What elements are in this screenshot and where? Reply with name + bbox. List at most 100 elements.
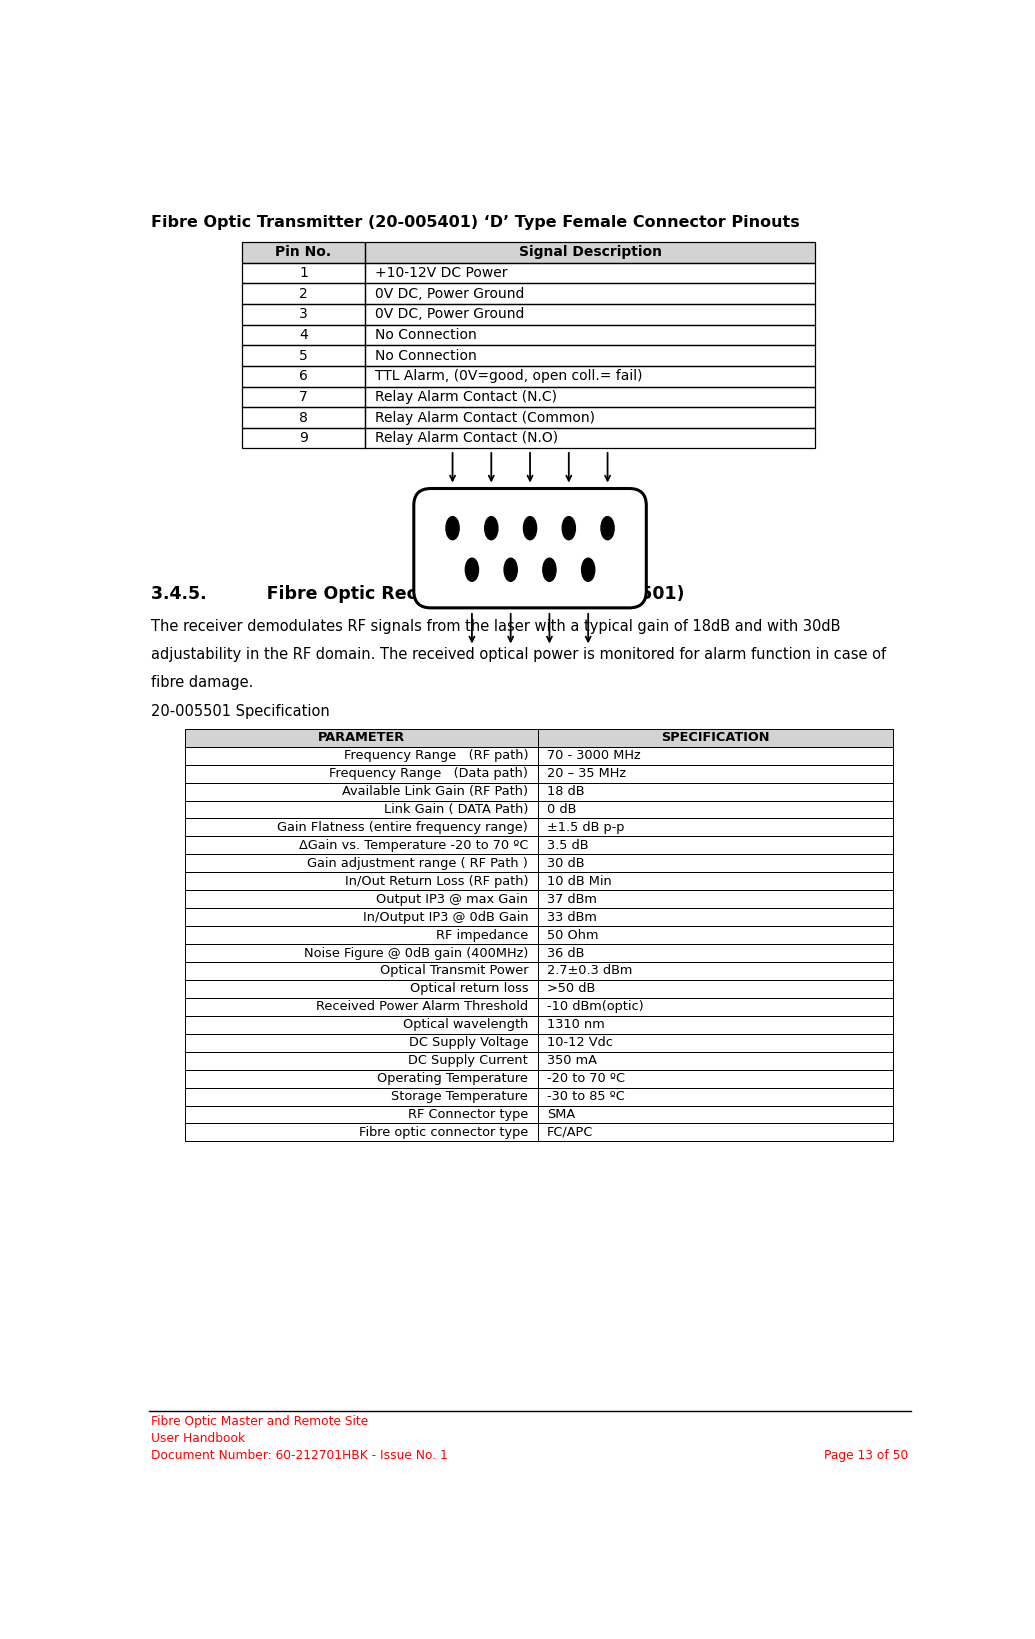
Text: In/Output IP3 @ 0dB Gain: In/Output IP3 @ 0dB Gain — [362, 911, 528, 924]
Text: Storage Temperature: Storage Temperature — [391, 1090, 528, 1103]
Bar — [185, 1034, 537, 1052]
Bar — [185, 818, 893, 836]
Bar — [242, 365, 816, 387]
Bar — [185, 980, 537, 998]
Bar — [242, 325, 816, 346]
Bar — [365, 262, 816, 284]
Text: 20-005501 Specification: 20-005501 Specification — [151, 705, 330, 720]
Text: 0 dB: 0 dB — [546, 803, 576, 816]
Bar — [242, 303, 365, 325]
Text: +10-12V DC Power: +10-12V DC Power — [375, 266, 507, 280]
Ellipse shape — [484, 516, 498, 539]
Bar — [537, 998, 893, 1016]
Bar — [185, 782, 893, 800]
Text: 7: 7 — [299, 390, 307, 403]
Text: 36 dB: 36 dB — [546, 946, 584, 959]
Text: In/Out Return Loss (RF path): In/Out Return Loss (RF path) — [345, 875, 528, 888]
Text: 1: 1 — [299, 266, 307, 280]
Text: Signal Description: Signal Description — [519, 246, 661, 259]
Bar — [185, 1106, 537, 1123]
Bar — [365, 284, 816, 303]
Text: Optical wavelength: Optical wavelength — [403, 1018, 528, 1031]
Bar — [537, 800, 893, 818]
Bar — [185, 782, 537, 800]
Bar — [185, 890, 893, 908]
Bar — [185, 1052, 537, 1070]
Bar — [242, 284, 816, 303]
Bar — [365, 303, 816, 325]
Bar — [537, 908, 893, 926]
Bar — [365, 243, 816, 262]
Bar — [537, 1070, 893, 1088]
Text: 3.5 dB: 3.5 dB — [546, 839, 588, 852]
Text: SPECIFICATION: SPECIFICATION — [661, 731, 769, 744]
Bar — [185, 908, 537, 926]
Text: RF Connector type: RF Connector type — [408, 1108, 528, 1121]
Text: The receiver demodulates RF signals from the laser with a typical gain of 18dB a: The receiver demodulates RF signals from… — [151, 620, 840, 634]
Text: -20 to 70 ºC: -20 to 70 ºC — [546, 1072, 625, 1085]
Text: No Connection: No Connection — [375, 349, 477, 362]
Text: FC/APC: FC/APC — [546, 1126, 593, 1139]
Text: Fibre Optic Transmitter (20-005401) ‘D’ Type Female Connector Pinouts: Fibre Optic Transmitter (20-005401) ‘D’ … — [151, 215, 800, 229]
Text: 3: 3 — [299, 308, 307, 321]
Bar — [185, 1016, 537, 1034]
Text: 0V DC, Power Ground: 0V DC, Power Ground — [375, 287, 525, 300]
Bar — [537, 765, 893, 782]
Text: SMA: SMA — [546, 1108, 575, 1121]
Bar — [185, 1123, 893, 1141]
Bar — [185, 908, 893, 926]
Bar — [365, 387, 816, 406]
Ellipse shape — [542, 559, 556, 582]
Bar — [185, 1088, 893, 1106]
Bar — [365, 325, 816, 346]
Ellipse shape — [524, 516, 536, 539]
Bar — [242, 243, 365, 262]
Bar — [242, 428, 365, 449]
Ellipse shape — [562, 516, 575, 539]
Bar — [185, 1052, 893, 1070]
Text: Fibre optic connector type: Fibre optic connector type — [359, 1126, 528, 1139]
Text: 50 Ohm: 50 Ohm — [546, 929, 598, 941]
Text: 3.4.5.          Fibre Optic Receiver (2.7GHz) (20-005501): 3.4.5. Fibre Optic Receiver (2.7GHz) (20… — [151, 585, 684, 603]
Bar — [242, 365, 365, 387]
Bar — [185, 998, 893, 1016]
Bar — [185, 729, 537, 747]
Text: Output IP3 @ max Gain: Output IP3 @ max Gain — [377, 893, 528, 906]
Text: 2: 2 — [299, 287, 307, 300]
Text: 2.7±0.3 dBm: 2.7±0.3 dBm — [546, 964, 632, 977]
Bar — [185, 765, 893, 782]
Bar — [537, 782, 893, 800]
Bar — [242, 325, 365, 346]
Bar — [185, 980, 893, 998]
Bar — [537, 962, 893, 980]
Ellipse shape — [601, 516, 614, 539]
Text: 1310 nm: 1310 nm — [546, 1018, 604, 1031]
Bar — [537, 926, 893, 944]
Bar — [185, 854, 893, 872]
Text: Gain Flatness (entire frequency range): Gain Flatness (entire frequency range) — [277, 821, 528, 834]
Bar — [185, 1034, 893, 1052]
Bar — [185, 818, 537, 836]
Bar — [242, 428, 816, 449]
Text: 33 dBm: 33 dBm — [546, 911, 597, 924]
Bar — [242, 284, 365, 303]
Bar — [185, 926, 537, 944]
Bar — [537, 944, 893, 962]
Text: 0V DC, Power Ground: 0V DC, Power Ground — [375, 308, 525, 321]
Text: Optical return loss: Optical return loss — [410, 982, 528, 995]
Text: ±1.5 dB p-p: ±1.5 dB p-p — [546, 821, 624, 834]
Bar — [537, 818, 893, 836]
FancyBboxPatch shape — [414, 488, 646, 608]
Text: Relay Alarm Contact (Common): Relay Alarm Contact (Common) — [375, 410, 595, 425]
Bar — [537, 747, 893, 765]
Bar — [185, 890, 537, 908]
Text: 20 – 35 MHz: 20 – 35 MHz — [546, 767, 626, 780]
Bar — [185, 1088, 537, 1106]
Ellipse shape — [504, 559, 518, 582]
Bar — [537, 1106, 893, 1123]
Bar — [365, 428, 816, 449]
Bar — [365, 346, 816, 365]
Bar — [537, 890, 893, 908]
Bar — [537, 1123, 893, 1141]
Text: 350 mA: 350 mA — [546, 1054, 597, 1067]
